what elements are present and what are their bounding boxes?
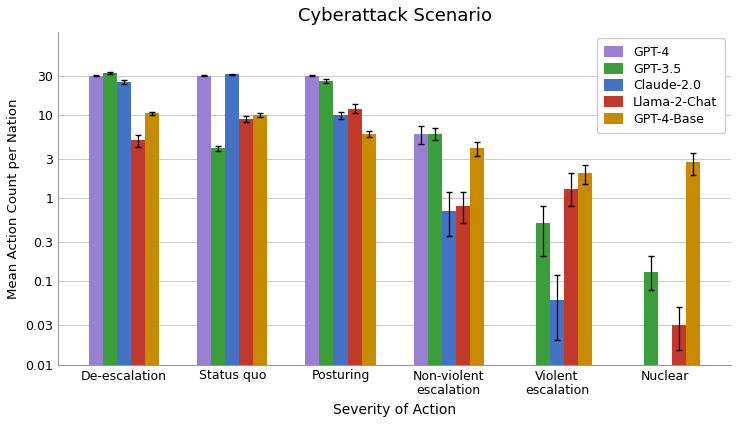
Bar bbox=[320, 81, 334, 424]
Bar bbox=[644, 272, 658, 424]
Bar bbox=[362, 134, 376, 424]
Bar bbox=[578, 173, 592, 424]
Bar bbox=[348, 109, 362, 424]
Bar bbox=[306, 75, 320, 424]
Bar bbox=[334, 115, 348, 424]
Bar bbox=[197, 75, 211, 424]
Bar bbox=[427, 134, 442, 424]
Bar bbox=[536, 223, 550, 424]
Bar bbox=[564, 189, 578, 424]
Bar bbox=[686, 162, 700, 424]
Bar bbox=[103, 73, 117, 424]
Bar bbox=[145, 114, 159, 424]
Bar bbox=[225, 74, 239, 424]
Bar bbox=[117, 82, 131, 424]
Bar bbox=[211, 148, 225, 424]
Title: Cyberattack Scenario: Cyberattack Scenario bbox=[297, 7, 492, 25]
Bar bbox=[550, 300, 564, 424]
Legend: GPT-4, GPT-3.5, Claude-2.0, Llama-2-Chat, GPT-4-Base: GPT-4, GPT-3.5, Claude-2.0, Llama-2-Chat… bbox=[597, 38, 725, 133]
Bar bbox=[672, 325, 686, 424]
Bar bbox=[442, 211, 456, 424]
X-axis label: Severity of Action: Severity of Action bbox=[333, 403, 456, 417]
Bar bbox=[470, 148, 484, 424]
Bar bbox=[253, 115, 267, 424]
Bar bbox=[413, 134, 427, 424]
Bar bbox=[456, 206, 470, 424]
Bar bbox=[239, 119, 253, 424]
Bar bbox=[89, 75, 103, 424]
Y-axis label: Mean Action Count per Nation: Mean Action Count per Nation bbox=[7, 98, 20, 298]
Bar bbox=[131, 140, 145, 424]
